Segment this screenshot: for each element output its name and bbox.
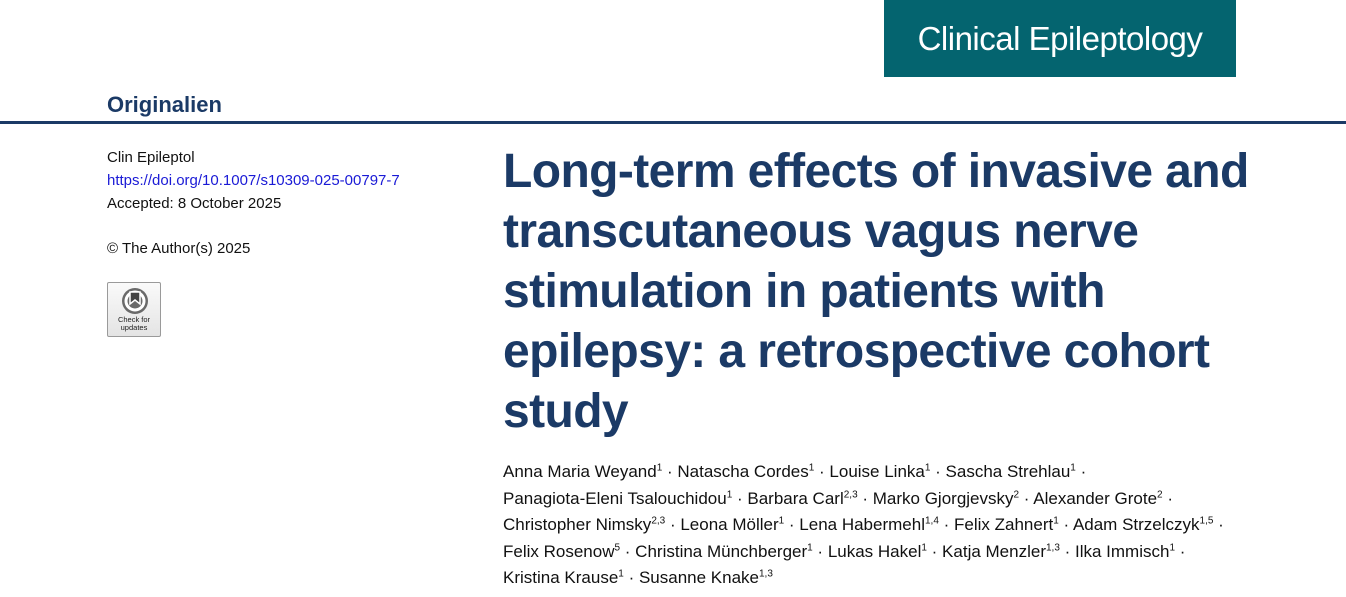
crossmark-icon — [122, 288, 148, 314]
author-name: Christina Münchberger1 — [635, 541, 813, 561]
author-name: Lena Habermehl1,4 — [799, 515, 939, 534]
author-affiliation: 1 — [1169, 541, 1176, 553]
author-name: Marko Gjorgjevsky2 — [872, 488, 1020, 508]
journal-banner: Clinical Epileptology — [884, 0, 1236, 77]
author-affiliation: 2,3 — [651, 515, 666, 527]
author-affiliation: 1,3 — [759, 568, 773, 580]
author-name: Lukas Hakel1 — [827, 541, 927, 561]
header-divider — [0, 121, 1346, 124]
author-name: Ilka Immisch1 — [1075, 541, 1176, 561]
author-name: Katja Menzler1,3 — [942, 541, 1060, 561]
author-affiliation: 2 — [1013, 488, 1020, 500]
author-name: Natascha Cordes1 — [677, 462, 815, 481]
author-affiliation: 1 — [924, 462, 931, 474]
author-affiliation: 2 — [1157, 488, 1163, 500]
author-name: Sascha Strehlau1 — [945, 462, 1076, 481]
author-name: Susanne Knake1,3 — [638, 568, 773, 587]
article-title: Long-term effects of invasive and transc… — [503, 145, 1249, 438]
author-affiliation: 1,3 — [1045, 541, 1060, 553]
author-affiliation: 1 — [807, 541, 813, 553]
author-name: Kristina Krause1 — [503, 568, 624, 587]
section-label: Originalien — [107, 92, 222, 117]
author-name: Christopher Nimsky2,3 — [503, 515, 666, 534]
copyright-notice: © The Author(s) 2025 — [107, 240, 251, 257]
author-affiliation: 1,5 — [1199, 515, 1214, 527]
author-name: Alexander Grote2 — [1033, 488, 1163, 508]
author-affiliation: 1 — [778, 515, 785, 527]
journal-abbreviation: Clin Epileptol — [107, 149, 195, 166]
author-affiliation: 1 — [656, 462, 663, 474]
author-affiliation: 1 — [1053, 515, 1059, 527]
author-name: Panagiota-Eleni Tsalouchidou1 — [503, 488, 733, 508]
author-affiliation: 2,3 — [843, 488, 858, 500]
author-name: Anna Maria Weyand1 — [503, 462, 663, 481]
journal-name: Clinical Epileptology — [917, 19, 1203, 57]
author-list: Anna Maria Weyand1 · Natascha Cordes1 · … — [503, 462, 1224, 587]
author-name: Felix Rosenow5 — [503, 541, 621, 561]
author-affiliation: 5 — [614, 541, 621, 553]
check-for-updates-button[interactable]: Check for updates — [107, 282, 161, 337]
author-affiliation: 1 — [726, 488, 733, 500]
author-name: Louise Linka1 — [829, 462, 931, 481]
accepted-date: Accepted: 8 October 2025 — [107, 195, 282, 212]
author-name: Adam Strzelczyk1,5 — [1072, 515, 1214, 534]
author-name: Leona Möller1 — [680, 515, 785, 534]
author-affiliation: 1 — [921, 541, 927, 553]
author-name: Barbara Carl2,3 — [747, 488, 858, 508]
author-affiliation: 1 — [618, 568, 624, 580]
check-for-updates-label: Check for updates — [117, 315, 151, 332]
author-name: Felix Zahnert1 — [954, 515, 1059, 534]
author-affiliation: 1 — [808, 462, 815, 474]
author-affiliation: 1 — [1070, 462, 1076, 474]
author-affiliation: 1,4 — [924, 515, 939, 527]
doi-link[interactable]: https://doi.org/10.1007/s10309-025-00797… — [107, 172, 400, 189]
